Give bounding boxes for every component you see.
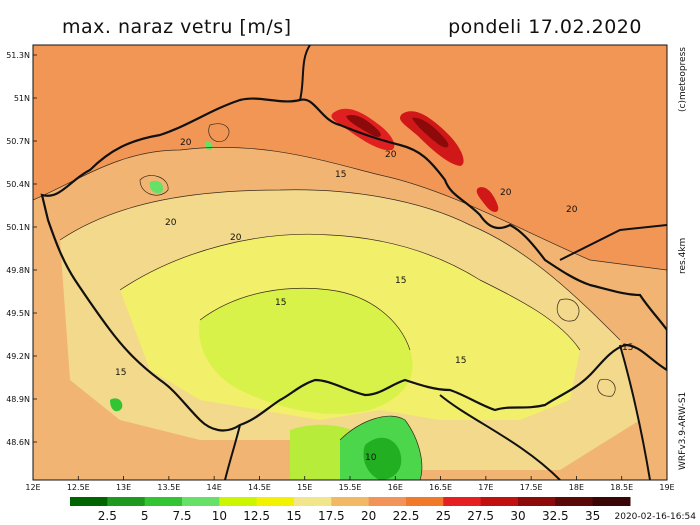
lat-tick-label: 51N [14,94,30,103]
legend-value: 5 [141,509,149,523]
legend-value: 12.5 [243,509,270,523]
legend-value: 27.5 [467,509,494,523]
country-border [40,97,667,432]
contour-label: 20 [385,150,397,160]
legend-swatch [406,497,444,506]
legend-swatch [331,497,370,506]
border-segment-north [299,45,311,101]
legend-value: 32.5 [542,509,569,523]
contour-label: 15 [115,368,126,378]
legend-value: 10 [212,509,227,523]
contour-label: 20 [165,218,177,228]
copyright-label: (c)meteopress [678,47,688,112]
lon-tick-label: 14E [207,483,222,492]
lat-tick-label: 50.7N [6,137,30,146]
map-title: max. naraz vetru [m/s] [62,16,292,38]
contour-label: 15 [455,356,466,366]
map-date: pondeli 17.02.2020 [448,16,642,38]
field-green-spot [110,398,123,412]
lon-tick-label: 18E [569,483,584,492]
legend-value: 17.5 [318,509,345,523]
legend-swatch [256,497,295,506]
legend-swatch [107,497,146,506]
lon-tick-label: 17.5E [520,483,543,492]
legend-swatch [518,497,556,506]
contour-label: 20 [566,205,578,215]
lon-tick-label: 17E [478,483,493,492]
contour-label: 20 [230,233,242,243]
legend-value: 25 [436,509,451,523]
lat-tick-label: 48.6N [6,438,30,447]
lon-tick-label: 19E [659,483,674,492]
lon-tick-label: 15.5E [339,483,362,492]
border-segment-southeast [439,394,561,480]
lat-tick-label: 48.9N [6,395,30,404]
lat-tick-label: 50.4N [6,180,30,189]
contour-label: 15 [622,343,633,353]
legend-swatch [182,497,220,506]
lat-tick-label: 49.8N [6,266,30,275]
model-label: WRFv3.9-ARW-S1 [678,391,688,470]
lon-tick-label: 18.5E [610,483,633,492]
legend-value: 7.5 [172,509,191,523]
border-segment-northeast [559,224,667,261]
lon-tick-label: 12E [25,483,40,492]
legend-value: 20 [361,509,376,523]
legend-swatch [144,497,183,506]
legend-swatch [70,497,108,506]
lon-tick-label: 13E [116,483,131,492]
legend-swatch [480,497,519,506]
run-timestamp: 2020-02-16-16:54 [614,512,697,522]
legend-value: 22.5 [393,509,420,523]
legend-swatch [294,497,332,506]
lon-tick-label: 14.5E [248,483,271,492]
field-green-core [363,437,402,480]
contour-label: 10 [365,453,377,463]
legend-value: 15 [286,509,301,523]
field-red-ridge-3 [476,187,499,212]
lon-tick-label: 16.5E [429,483,452,492]
contour-label: 15 [395,276,406,286]
legend-value: 35 [585,509,600,523]
legend-swatch [555,497,594,506]
contour-label: 20 [180,138,192,148]
contour-label: 15 [275,298,286,308]
lat-tick-label: 51.3N [6,51,30,60]
lat-tick-label: 49.5N [6,309,30,318]
lon-tick-label: 16E [388,483,403,492]
lon-tick-label: 13.5E [157,483,180,492]
field-darkred-core-2 [412,117,449,148]
contour-label: 15 [335,170,346,180]
border-segment-east [619,344,651,480]
legend-swatch [219,497,258,506]
legend-value: 2.5 [98,509,117,523]
contour-label: 20 [500,188,512,198]
lat-tick-label: 49.2N [6,352,30,361]
field-green-spot-2 [149,180,164,194]
lat-tick-label: 50.1N [6,223,30,232]
legend-swatch [368,497,407,506]
lon-tick-label: 15E [297,483,312,492]
legend-value: 30 [510,509,525,523]
field-lime [199,288,413,414]
lon-tick-label: 12.5E [67,483,90,492]
legend-swatch [592,497,631,506]
border-segment-south [224,424,241,480]
legend-swatch [443,497,482,506]
resolution-label: res.4km [678,237,688,274]
field-darkred-core [346,114,381,137]
